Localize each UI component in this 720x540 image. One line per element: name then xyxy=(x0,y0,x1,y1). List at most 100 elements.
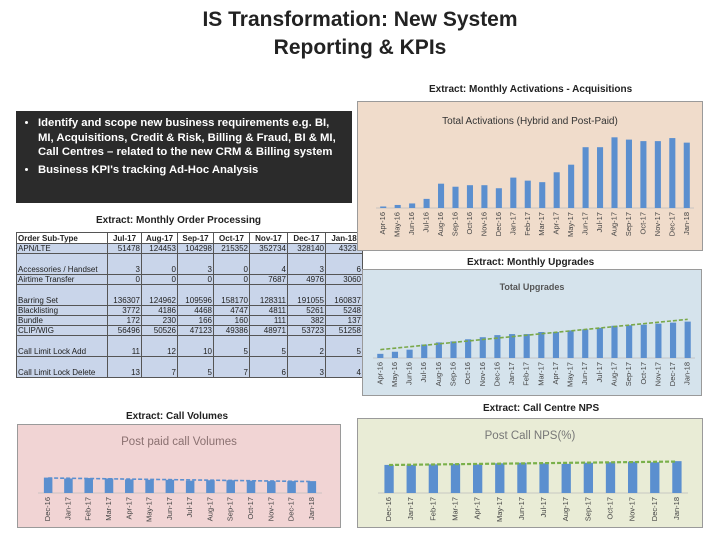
x-tick-label: Jan-18 xyxy=(683,362,692,385)
trend-line xyxy=(380,318,688,351)
table-cell: 7687 xyxy=(249,274,288,285)
caption-nps: Extract: Call Centre NPS xyxy=(483,403,600,414)
call-volumes-chart: Post paid call Volumes Dec-16 Jan-17 Feb-17… xyxy=(17,424,341,528)
x-tick-label: Jan-17 xyxy=(508,212,517,235)
table-cell: 5 xyxy=(177,356,214,378)
x-tick-label: Mar-17 xyxy=(104,497,113,521)
x-tick-label: Nov-17 xyxy=(653,362,662,386)
table-cell: 2 xyxy=(287,335,326,357)
x-tick-label: Oct-17 xyxy=(246,497,255,520)
row-label: Airtime Transfer xyxy=(16,274,108,285)
table-cell: 4 xyxy=(325,356,363,378)
x-tick-label: Dec-16 xyxy=(384,497,393,521)
bar xyxy=(267,481,276,493)
table-cell: 4186 xyxy=(141,305,178,316)
bar xyxy=(640,141,647,208)
x-tick-label: Jun-16 xyxy=(405,362,414,385)
bar xyxy=(125,479,134,493)
x-tick-label: Jul-16 xyxy=(422,212,431,232)
row-label: Blacklisting xyxy=(16,305,108,316)
x-tick-label: Nov-16 xyxy=(478,362,487,386)
bar xyxy=(517,462,527,493)
column-header: Jul-17 xyxy=(107,232,142,244)
table-cell: 3 xyxy=(177,253,214,275)
bar xyxy=(377,353,384,358)
bar xyxy=(538,332,545,358)
x-tick-label: Jun-17 xyxy=(517,497,526,520)
table-cell: 11 xyxy=(107,335,142,357)
table-cell: 136307 xyxy=(107,284,142,306)
x-tick-label: Mar-17 xyxy=(537,212,546,236)
slide-title-line1: IS Transformation: New System xyxy=(202,8,518,31)
bar xyxy=(428,464,439,493)
bar xyxy=(380,206,387,208)
bullet-item: Business KPI's tracking Ad-Hoc Analysis xyxy=(38,163,344,178)
table-cell: 352734 xyxy=(249,243,288,254)
x-tick-label: Jul-17 xyxy=(595,212,604,232)
table-cell: 4976 xyxy=(287,274,326,285)
activations-chart: Total Activations (Hybrid and Post-Paid)… xyxy=(357,101,703,251)
x-tick-label: Nov-17 xyxy=(628,497,637,521)
bar xyxy=(523,334,530,358)
bar xyxy=(287,481,296,493)
table-cell: 124453 xyxy=(141,243,178,254)
table-cell: 5248 xyxy=(325,305,363,316)
x-tick-label: Apr-17 xyxy=(552,212,561,235)
x-tick-label: Feb-17 xyxy=(428,497,437,521)
bar xyxy=(452,186,459,208)
x-tick-label: Nov-17 xyxy=(266,497,275,521)
bar xyxy=(185,480,195,493)
x-tick-label: Jan-17 xyxy=(406,497,415,520)
table-cell: 12 xyxy=(141,335,178,357)
table-cell: 158170 xyxy=(213,284,250,306)
bar xyxy=(307,481,317,493)
bar xyxy=(435,342,442,358)
bar xyxy=(567,330,574,358)
bar xyxy=(495,188,502,208)
column-header: Dec-17 xyxy=(287,232,326,244)
table-row: Accessories / Handset 3 0 3 0 4 3 6 xyxy=(16,253,363,275)
table-cell: 5 xyxy=(249,335,288,357)
bar xyxy=(165,479,175,493)
bar xyxy=(596,327,603,358)
bar xyxy=(510,177,517,208)
table-cell: 111 xyxy=(249,315,288,326)
table-cell: 7 xyxy=(141,356,178,378)
chart-title: Total Activations (Hybrid and Post-Paid) xyxy=(442,116,618,127)
bar xyxy=(394,204,401,208)
table-cell: 382 xyxy=(287,315,326,326)
bar xyxy=(406,349,413,358)
table-row: Bundle 172 230 166 160 111 382 137 xyxy=(16,315,363,326)
x-tick-label: Jan-18 xyxy=(672,497,681,520)
bar xyxy=(64,478,73,493)
x-tick-label: Oct-17 xyxy=(639,362,648,385)
table-cell: 109596 xyxy=(177,284,214,306)
bar xyxy=(104,478,114,493)
bar xyxy=(508,334,516,358)
table-cell: 4468 xyxy=(177,305,214,316)
bar xyxy=(669,322,677,358)
column-header: Oct-17 xyxy=(213,232,250,244)
x-tick-label: Apr-17 xyxy=(473,497,482,520)
row-label: Call Limit Lock Add xyxy=(16,335,108,357)
bar xyxy=(409,203,416,208)
activations-chart-svg: Total Activations (Hybrid and Post-Paid)… xyxy=(358,102,702,250)
table-cell: 166 xyxy=(177,315,214,326)
x-tick-label: Oct-17 xyxy=(606,497,615,520)
bar xyxy=(450,341,457,358)
caption-orders: Extract: Monthly Order Processing xyxy=(96,215,262,226)
table-cell: 56496 xyxy=(107,325,142,336)
bar xyxy=(423,198,430,208)
row-label: Bundle xyxy=(16,315,108,326)
bar xyxy=(640,324,647,358)
table-cell: 4747 xyxy=(213,305,250,316)
x-tick-label: Sep-17 xyxy=(624,212,633,236)
column-header: Sep-17 xyxy=(177,232,214,244)
caption-upgrades: Extract: Monthly Upgrades xyxy=(467,257,595,268)
slide-title: IS Transformation: New System Reporting … xyxy=(0,6,720,62)
table-cell: 3 xyxy=(107,253,142,275)
call-volumes-chart-svg: Post paid call Volumes Dec-16 Jan-17 Feb-17… xyxy=(18,425,340,527)
x-tick-label: Aug-16 xyxy=(434,362,443,386)
table-row: CLIP/WIG 56496 50526 47123 49386 48971 53723 51… xyxy=(16,325,363,336)
x-tick-label: Feb-17 xyxy=(522,362,531,386)
